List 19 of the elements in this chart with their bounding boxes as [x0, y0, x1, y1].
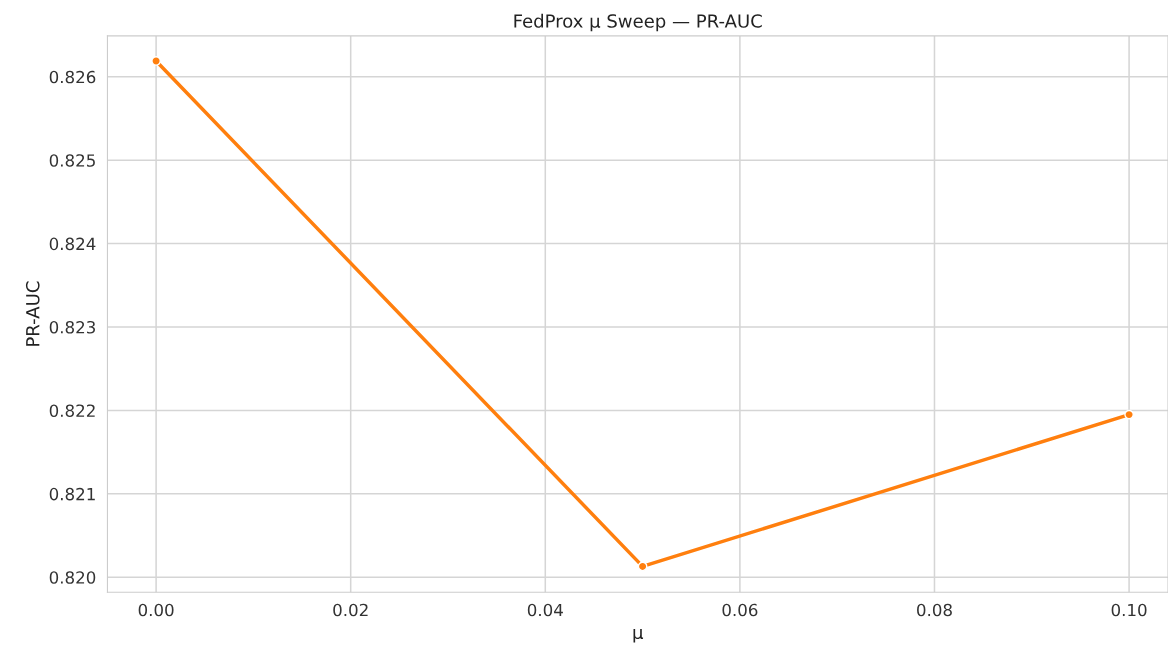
point: [637, 561, 648, 572]
point: [151, 56, 161, 66]
x-tick-label: 0.00: [138, 603, 174, 617]
y-tick-label: 0.824: [49, 237, 96, 251]
point: [1124, 409, 1134, 420]
y-tick-label: 0.823: [49, 320, 96, 334]
x-tick-label: 0.10: [1111, 603, 1147, 617]
x-tick-label: 0.08: [917, 603, 952, 617]
chart-title: FedProx µ Sweep — PR-AUC: [514, 13, 762, 32]
y-tick-label: 0.825: [49, 154, 95, 167]
y-axis-title: PR-AUC: [25, 281, 40, 346]
y-tick-label: 0.822: [49, 404, 95, 417]
y-tick-label: 0.821: [49, 487, 95, 501]
y-tick-label: 0.826: [49, 70, 96, 84]
x-tick-label: 0.06: [722, 603, 758, 617]
x-tick-label: 0.02: [333, 603, 368, 617]
y-tick-label: 0.820: [49, 571, 96, 584]
x-axis-title: µ: [633, 628, 644, 643]
x-tick-label: 0.04: [527, 603, 563, 617]
